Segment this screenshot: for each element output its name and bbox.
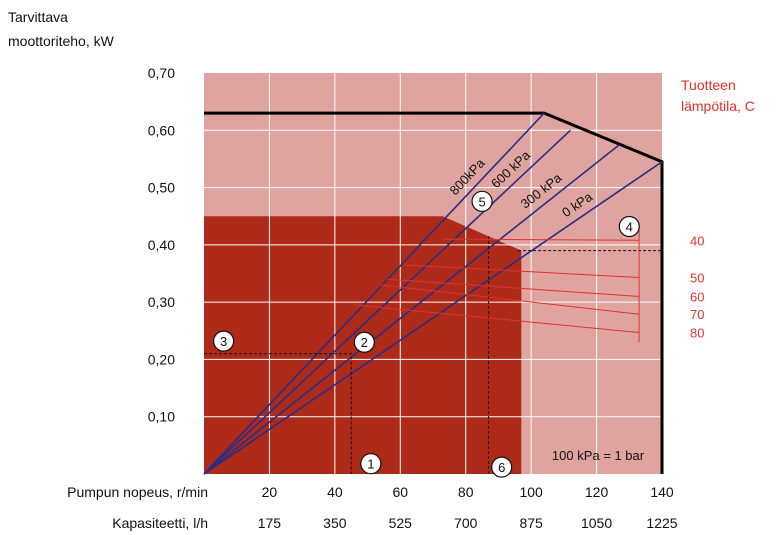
- x-capacity-tick-1: 350: [323, 515, 347, 531]
- x-speed-tick-5: 120: [585, 484, 609, 500]
- x-axis-speed-label: Pumpun nopeus, r/min: [67, 484, 208, 500]
- marker-label-4: 5: [478, 194, 485, 209]
- temperature-line-4: [354, 304, 640, 334]
- temperature-label-3: 70: [690, 307, 704, 322]
- guide-line-0: [204, 353, 352, 474]
- temperature-title-line-1: Tuotteen: [681, 77, 736, 93]
- x-capacity-tick-6: 1225: [646, 515, 677, 531]
- y-axis-title-line-1: Tarvittava: [8, 9, 68, 25]
- x-speed-tick-1: 40: [327, 484, 343, 500]
- marker-label-1: 2: [361, 335, 368, 350]
- pressure-line-2: [203, 129, 571, 475]
- y-tick-label-5: 0,60: [148, 122, 175, 138]
- marker-label-3: 4: [626, 220, 633, 235]
- pressure-unit-note: 100 kPa = 1 bar: [552, 448, 645, 463]
- marker-label-0: 1: [367, 457, 374, 472]
- x-capacity-tick-5: 1050: [581, 515, 612, 531]
- marker-label-2: 3: [220, 334, 227, 349]
- marker-circle-1: [353, 331, 375, 353]
- x-capacity-tick-0: 175: [258, 515, 282, 531]
- marker-circle-2: [213, 330, 235, 352]
- marker-circle-4: [471, 190, 493, 212]
- max-power-envelope: [204, 111, 664, 474]
- y-tick-label-6: 0,70: [148, 65, 175, 81]
- x-speed-tick-2: 60: [392, 484, 408, 500]
- temperature-label-1: 50: [690, 271, 704, 286]
- x-capacity-tick-2: 525: [389, 515, 413, 531]
- temperature-line-3: [380, 284, 640, 315]
- x-capacity-tick-3: 700: [454, 515, 478, 531]
- y-tick-label-0: 0,10: [148, 409, 175, 425]
- temperature-title-line-2: lämpötila, C: [681, 98, 755, 114]
- x-axis-capacity-label: Kapasiteetti, l/h: [112, 515, 208, 531]
- temperature-line-1: [403, 264, 640, 279]
- y-axis-title-line-2: moottoriteho, kW: [8, 33, 115, 49]
- y-tick-label-1: 0,20: [148, 351, 175, 367]
- y-tick-label-2: 0,30: [148, 294, 175, 310]
- x-speed-tick-6: 140: [650, 484, 674, 500]
- pressure-line-3: [203, 112, 545, 475]
- pressure-line-0: [203, 161, 663, 475]
- temperature-line-0: [442, 238, 640, 241]
- temperature-label-0: 40: [690, 233, 704, 248]
- y-tick-label-4: 0,50: [148, 180, 175, 196]
- marker-circle-5: [491, 456, 513, 478]
- markers: 1 2 3 4 5 6: [213, 190, 640, 478]
- max-power-envelope-line: [204, 111, 664, 474]
- x-capacity-tick-4: 875: [519, 515, 543, 531]
- x-speed-tick-4: 100: [519, 484, 543, 500]
- marker-circle-0: [360, 453, 382, 475]
- axis-labels: 0,10 0,20 0,30 0,40 0,50 0,60 0,70 20 40 60 80 100 1…: [148, 65, 678, 531]
- pressure-line-1: [203, 143, 620, 475]
- x-speed-tick-0: 20: [262, 484, 278, 500]
- y-tick-label-3: 0,40: [148, 237, 175, 253]
- marker-label-5: 6: [498, 460, 505, 475]
- x-speed-tick-3: 80: [458, 484, 474, 500]
- marker-circle-3: [618, 215, 640, 238]
- guide-lines: [204, 236, 662, 474]
- temperature-label-2: 60: [690, 289, 704, 304]
- temperature-lines: 40 50 60 70 80: [354, 230, 704, 343]
- temperature-line-2: [387, 278, 640, 297]
- temperature-label-4: 80: [690, 326, 704, 341]
